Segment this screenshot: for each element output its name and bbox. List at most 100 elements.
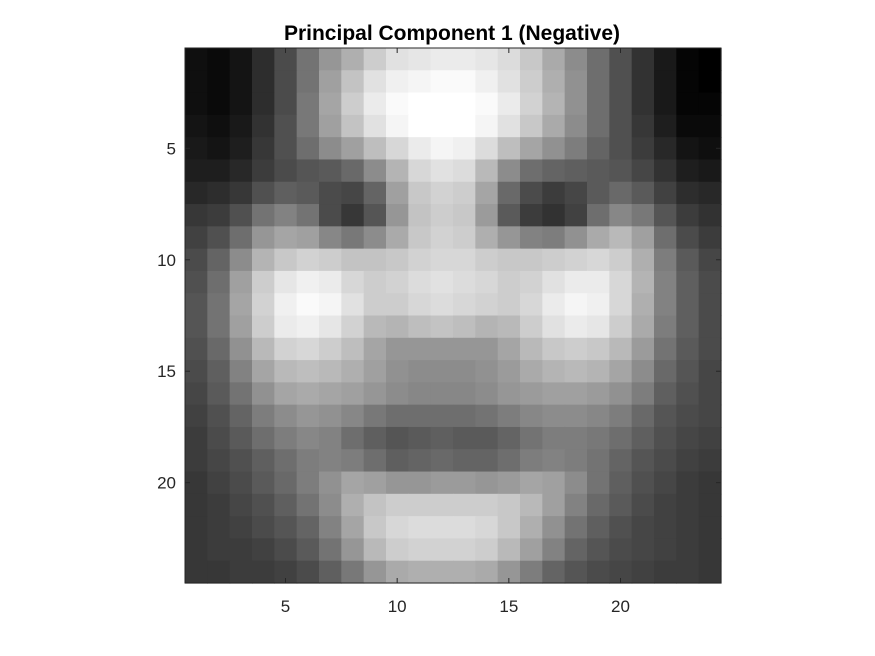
heatmap-cell — [475, 426, 499, 450]
heatmap-cell — [520, 293, 543, 317]
heatmap-cell — [341, 337, 365, 361]
heatmap-cell — [296, 159, 320, 183]
heatmap-cell — [386, 516, 409, 540]
heatmap-cell — [363, 204, 387, 227]
heatmap-cell — [631, 92, 655, 116]
heatmap-cell — [453, 426, 476, 450]
heatmap-cell — [252, 114, 275, 138]
heatmap-cell — [296, 337, 320, 361]
heatmap-cell — [296, 426, 320, 450]
heatmap-cell — [698, 181, 722, 205]
heatmap-cell — [520, 449, 543, 473]
heatmap-cell — [564, 159, 588, 183]
heatmap-cell — [654, 226, 677, 250]
heatmap-cell — [520, 315, 543, 339]
heatmap-cell — [542, 538, 566, 562]
heatmap-cell — [408, 270, 432, 294]
heatmap-cell — [185, 226, 208, 250]
chart-title: Principal Component 1 (Negative) — [284, 22, 620, 45]
heatmap-cell — [207, 516, 231, 540]
heatmap-cell — [274, 92, 298, 116]
heatmap-cell — [609, 226, 633, 250]
heatmap-cell — [542, 293, 566, 317]
x-tick-label: 5 — [281, 597, 290, 616]
heatmap-cell — [319, 92, 342, 116]
heatmap-cell — [386, 471, 409, 495]
heatmap-cell — [609, 493, 633, 517]
heatmap-cell — [564, 248, 588, 272]
heatmap-cell — [296, 114, 320, 138]
heatmap-cell — [229, 315, 253, 339]
heatmap-cell — [430, 382, 454, 406]
heatmap-cell — [296, 137, 320, 161]
heatmap-cell — [363, 493, 387, 517]
heatmap-cell — [654, 70, 677, 94]
heatmap-cell — [453, 404, 476, 428]
heatmap-cell — [475, 382, 499, 406]
heatmap-cell — [296, 226, 320, 250]
heatmap-cell — [587, 48, 610, 71]
heatmap-cell — [475, 471, 499, 495]
heatmap-cell — [319, 382, 342, 406]
heatmap-cell — [475, 337, 499, 361]
heatmap-cell — [698, 48, 722, 71]
heatmap-cell — [475, 226, 499, 250]
heatmap-cell — [341, 315, 365, 339]
heatmap-cell — [207, 493, 231, 517]
heatmap-cell — [631, 560, 655, 584]
heatmap-cell — [363, 137, 387, 161]
heatmap-cell — [654, 426, 677, 450]
heatmap-cell — [654, 360, 677, 383]
heatmap-cell — [296, 516, 320, 540]
heatmap-cell — [408, 315, 432, 339]
heatmap-cell — [296, 70, 320, 94]
heatmap-cell — [296, 382, 320, 406]
heatmap-cell — [676, 382, 700, 406]
heatmap-cell — [609, 204, 633, 227]
heatmap-cell — [676, 404, 700, 428]
heatmap-cell — [475, 315, 499, 339]
heatmap-cell — [207, 204, 231, 227]
heatmap-cell — [408, 226, 432, 250]
heatmap-cell — [475, 92, 499, 116]
heatmap-cell — [654, 337, 677, 361]
heatmap-cell — [542, 270, 566, 294]
heatmap-cell — [631, 181, 655, 205]
heatmap-cell — [386, 360, 409, 383]
heatmap-cell — [252, 204, 275, 227]
heatmap-cell — [274, 560, 298, 584]
heatmap-cell — [341, 48, 365, 71]
heatmap-cell — [698, 426, 722, 450]
heatmap-cell — [542, 560, 566, 584]
heatmap-cell — [587, 226, 610, 250]
heatmap-cell — [587, 159, 610, 183]
heatmap-cell — [296, 293, 320, 317]
x-axis: 5 10 15 20 — [281, 48, 630, 616]
heatmap-cell — [698, 293, 722, 317]
heatmap-cell — [609, 538, 633, 562]
heatmap-cell — [296, 360, 320, 383]
heatmap-cell — [252, 382, 275, 406]
heatmap-cell — [274, 337, 298, 361]
heatmap-cell — [453, 92, 476, 116]
heatmap-cell — [453, 181, 476, 205]
heatmap-cell — [475, 137, 499, 161]
heatmap-cell — [564, 538, 588, 562]
heatmap-cell — [386, 204, 409, 227]
heatmap-cell — [609, 404, 633, 428]
heatmap-cell — [698, 449, 722, 473]
heatmap-cell — [363, 337, 387, 361]
heatmap-cell — [520, 493, 543, 517]
heatmap-cell — [676, 560, 700, 584]
heatmap-cell — [252, 181, 275, 205]
heatmap-cell — [631, 449, 655, 473]
heatmap-cell — [475, 516, 499, 540]
heatmap-cell — [654, 404, 677, 428]
heatmap-cell — [341, 449, 365, 473]
heatmap-cell — [363, 538, 387, 562]
x-tick-label: 20 — [611, 597, 630, 616]
heatmap-cell — [587, 70, 610, 94]
heatmap-cell — [587, 382, 610, 406]
heatmap-cell — [363, 270, 387, 294]
heatmap-cell — [207, 293, 231, 317]
